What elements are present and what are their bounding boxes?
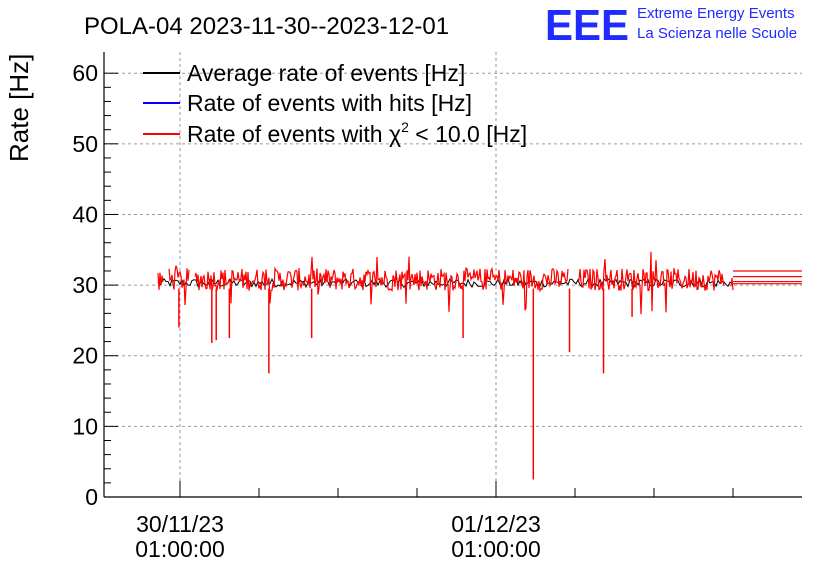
y-tick-label: 30 — [72, 272, 98, 298]
legend-label-average: Average rate of events [Hz] — [187, 60, 465, 86]
chart-title: POLA-04 2023-11-30--2023-12-01 — [84, 13, 449, 40]
legend: Average rate of events [Hz] Rate of even… — [143, 60, 527, 147]
x-tick-label-date-1: 30/11/23 — [136, 511, 224, 537]
y-axis-label: Rate [Hz] — [4, 54, 34, 162]
x-tick-label-time-2: 01:00:00 — [451, 536, 541, 562]
axes: 0 10 20 30 40 50 60 — [72, 52, 802, 510]
x-tick-label-time-1: 01:00:00 — [135, 536, 225, 562]
legend-label-hits: Rate of events with hits [Hz] — [187, 90, 472, 116]
eee-logo: EEE — [545, 1, 629, 50]
logo-line-2: La Scienza nelle Scuole — [637, 25, 797, 42]
y-tick-label: 10 — [72, 413, 98, 439]
y-tick-label: 20 — [72, 343, 98, 369]
series-chi2-line — [157, 251, 734, 315]
y-tick-label: 60 — [72, 60, 98, 86]
legend-label-chi2: Rate of events with χ2 < 10.0 [Hz] — [187, 119, 527, 147]
logo-line-1: Extreme Energy Events — [637, 5, 795, 22]
x-tick-label-date-2: 01/12/23 — [451, 511, 541, 537]
y-tick-label: 40 — [72, 201, 98, 227]
y-tick-label: 0 — [85, 484, 98, 510]
y-tick-label: 50 — [72, 131, 98, 157]
data-series — [157, 251, 802, 480]
grid-lines — [104, 52, 802, 497]
